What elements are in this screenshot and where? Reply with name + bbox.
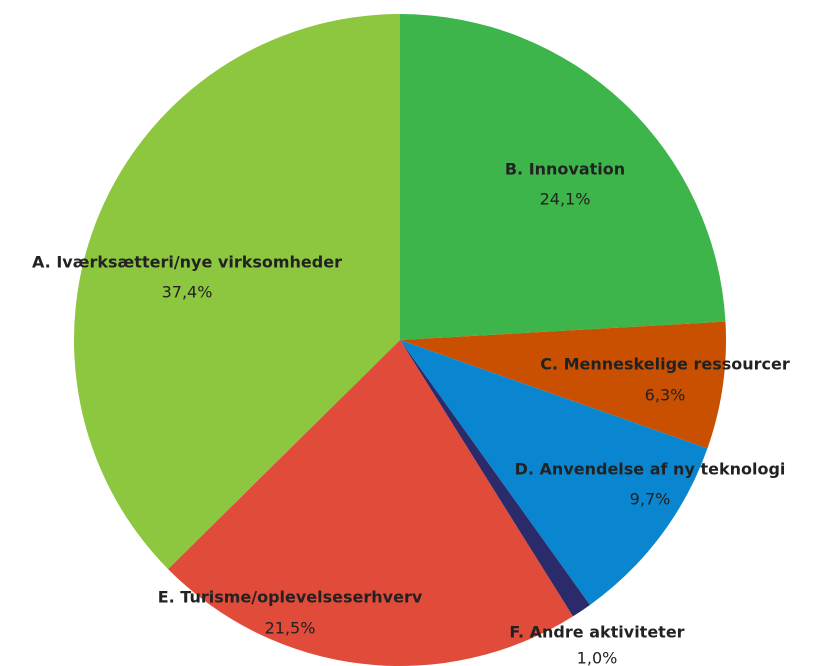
slice-value-label: 6,3% bbox=[645, 386, 686, 405]
pie-slice bbox=[73, 14, 400, 570]
slice-name: F. Andre aktiviteter bbox=[509, 623, 684, 642]
slice-value-label: 37,4% bbox=[162, 283, 213, 302]
slice-name: D. Anvendelse af ny teknologi bbox=[515, 460, 786, 479]
pie-slice bbox=[400, 340, 708, 605]
slice-name: E. Turisme/oplevelseserhverv bbox=[158, 588, 423, 607]
pie-slice bbox=[400, 14, 726, 340]
pie-slice bbox=[168, 340, 573, 666]
slice-value-label: 9,7% bbox=[630, 490, 671, 509]
pie-slice bbox=[400, 321, 726, 449]
slice-value-label: 1,0% bbox=[577, 649, 618, 666]
slice-name: A. Iværksætteri/nye virksomheder bbox=[32, 253, 342, 272]
slice-name: B. Innovation bbox=[505, 160, 625, 179]
pie-slice bbox=[400, 340, 590, 617]
slice-value-label: 21,5% bbox=[265, 619, 316, 638]
slice-name: C. Menneskelige ressourcer bbox=[540, 355, 790, 374]
slice-value-label: 24,1% bbox=[540, 190, 591, 209]
